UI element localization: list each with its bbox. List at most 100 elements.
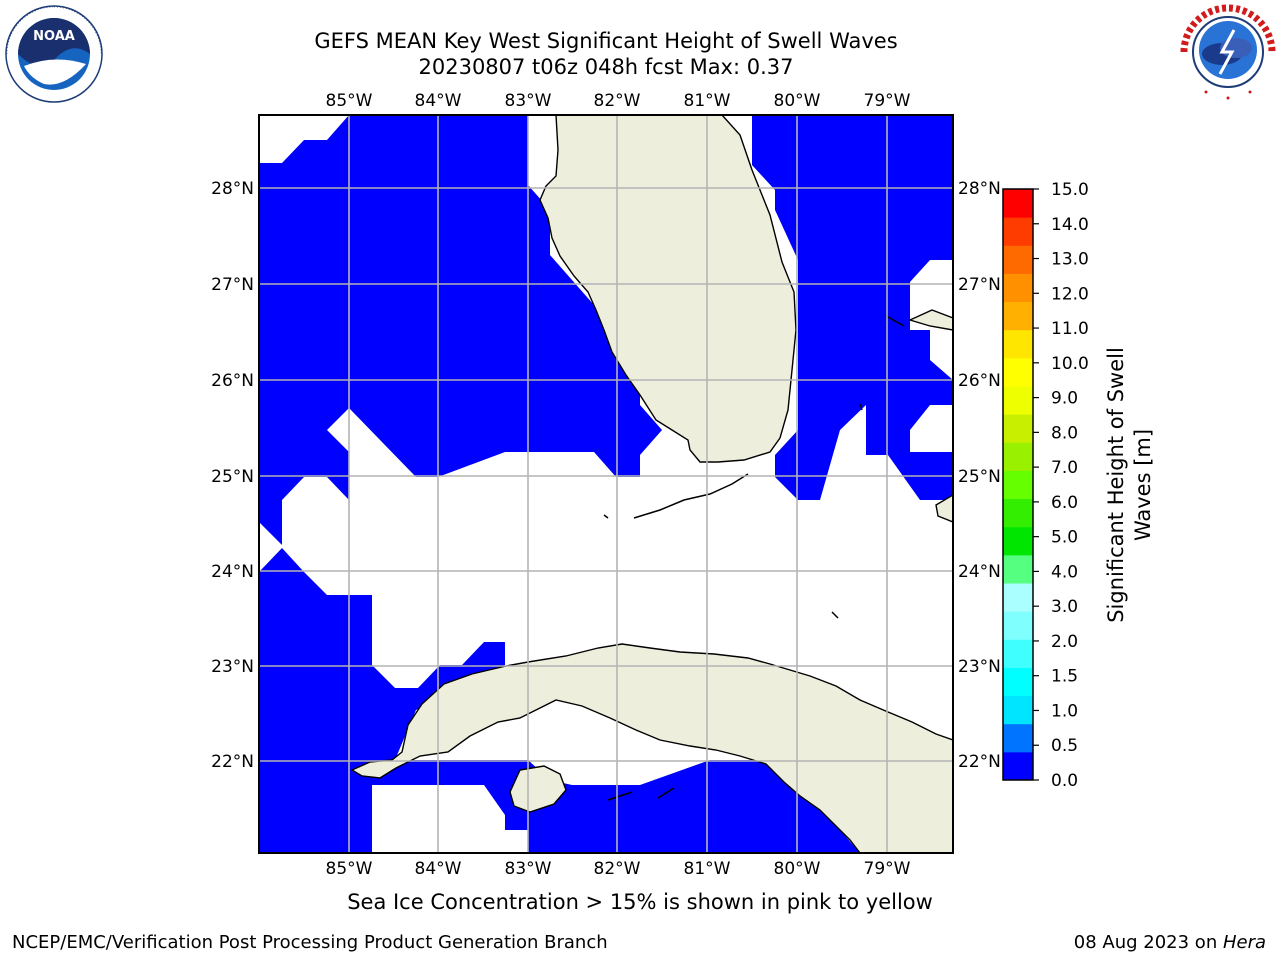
colorbar-tick-label: 13.0 — [1051, 250, 1089, 270]
chart-title: GEFS MEAN Key West Significant Height of… — [314, 29, 898, 53]
colorbar-swatch — [1003, 357, 1033, 387]
colorbar-tick-label: 0.5 — [1051, 736, 1078, 756]
colorbar-label-line1: Significant Height of Swell — [1104, 347, 1128, 623]
lat-label: 26°N — [211, 371, 254, 391]
colorbar-swatch — [1003, 667, 1033, 697]
lat-label: 25°N — [211, 467, 254, 487]
lon-labels-bottom: 85°W 84°W 83°W 82°W 81°W 80°W 79°W — [326, 859, 911, 879]
colorbar-swatch — [1003, 414, 1033, 443]
lon-label: 85°W — [326, 859, 373, 879]
lon-label: 79°W — [864, 859, 911, 879]
footer-date: 08 Aug 2023 on Hera — [1074, 932, 1266, 953]
footer-date-text: 08 Aug 2023 on — [1073, 932, 1223, 953]
lat-label: 22°N — [958, 752, 1001, 772]
lon-label: 80°W — [774, 91, 821, 111]
swell-region-gulf — [259, 115, 662, 545]
lon-label: 84°W — [415, 91, 462, 111]
colorbar-swatch — [1003, 583, 1033, 612]
colorbar-tick-label: 14.0 — [1051, 215, 1089, 235]
grand-bahama — [908, 309, 953, 331]
cuba — [350, 643, 953, 853]
footer-host: Hera — [1222, 932, 1266, 953]
lat-label: 23°N — [958, 657, 1001, 677]
graticule — [259, 115, 953, 853]
colorbar-swatch — [1003, 498, 1033, 528]
colorbar-swatch — [1003, 442, 1033, 471]
colorbar-swatch — [1003, 301, 1033, 331]
colorbar-swatch — [1003, 189, 1033, 218]
colorbar-swatch — [1003, 723, 1033, 753]
colorbar-swatch — [1003, 217, 1033, 246]
lat-label: 24°N — [958, 562, 1001, 582]
colorbar-swatch — [1003, 554, 1033, 584]
swell-region-south-gulf — [259, 548, 505, 853]
lat-label: 23°N — [211, 657, 254, 677]
swell-field — [259, 115, 953, 853]
colorbar-tick-label: 9.0 — [1051, 389, 1078, 409]
lon-label: 84°W — [415, 859, 462, 879]
colorbar-tick-label: 7.0 — [1051, 458, 1078, 478]
noaa-logo-text: NOAA — [33, 29, 75, 44]
colorbar-swatch — [1003, 639, 1033, 668]
colorbar-swatch — [1003, 470, 1033, 500]
colorbar-tick-label: 3.0 — [1051, 597, 1078, 617]
colorbar-swatch — [1003, 329, 1033, 359]
lon-label: 81°W — [684, 91, 731, 111]
footer-branch: NCEP/EMC/Verification Post Processing Pr… — [12, 932, 608, 953]
colorbar-ticks: 0.0 0.5 1.0 1.5 2.0 3.0 4.0 5.0 6.0 7.0 8.0 9.0 10.0… — [1033, 180, 1089, 791]
lat-label: 28°N — [958, 179, 1001, 199]
map-plot-area — [259, 115, 953, 853]
colorbar-tick-label: 5.0 — [1051, 528, 1078, 548]
lon-label: 82°W — [594, 859, 641, 879]
lon-label: 82°W — [594, 91, 641, 111]
colorbar-tick-label: 2.0 — [1051, 632, 1078, 652]
lon-label: 79°W — [864, 91, 911, 111]
lon-label: 81°W — [684, 859, 731, 879]
colorbar — [1002, 188, 1034, 781]
colorbar-tick-label: 10.0 — [1051, 354, 1089, 374]
lat-label: 22°N — [211, 752, 254, 772]
colorbar-swatch — [1003, 273, 1033, 303]
bahamas-east — [935, 494, 953, 523]
noaa-logo: NOAA — [5, 5, 103, 103]
florida-keys — [603, 315, 905, 801]
colorbar-tick-label: 6.0 — [1051, 493, 1078, 513]
colorbar-tick-label: 11.0 — [1051, 319, 1089, 339]
colorbar-label-line2: Waves [m] — [1131, 429, 1155, 541]
lat-label: 27°N — [958, 275, 1001, 295]
colorbar-tick-label: 1.5 — [1051, 667, 1078, 687]
colorbar-swatch — [1003, 386, 1033, 415]
nws-logo — [1179, 3, 1277, 101]
colorbar-tick-label: 12.0 — [1051, 284, 1089, 304]
lon-label: 85°W — [326, 91, 373, 111]
swell-region-atlantic — [752, 115, 953, 500]
lat-label: 27°N — [211, 275, 254, 295]
landmass — [350, 115, 953, 853]
lat-label: 28°N — [211, 179, 254, 199]
swell-region-caribbean — [395, 760, 860, 853]
colorbar-tick-label: 1.0 — [1051, 701, 1078, 721]
isla-de-la-juventud — [509, 765, 567, 813]
colorbar-tick-label: 15.0 — [1051, 180, 1089, 200]
colorbar-swatch — [1003, 526, 1033, 556]
chart-subtitle: 20230807 t06z 048h fcst Max: 0.37 — [418, 55, 794, 79]
florida-peninsula — [539, 115, 797, 463]
lat-labels-left: 28°N 27°N 26°N 25°N 24°N 23°N 22°N — [211, 179, 254, 772]
lon-label: 83°W — [505, 859, 552, 879]
lon-label: 80°W — [774, 859, 821, 879]
sea-ice-note: Sea Ice Concentration > 15% is shown in … — [347, 890, 933, 914]
colorbar-swatch — [1003, 245, 1033, 274]
colorbar-tick-label: 0.0 — [1051, 771, 1078, 791]
lat-labels-right: 28°N 27°N 26°N 25°N 24°N 23°N 22°N — [958, 179, 1001, 772]
colorbar-tick-label: 8.0 — [1051, 423, 1078, 443]
colorbar-swatch — [1003, 695, 1033, 725]
lon-labels-top: 85°W 84°W 83°W 82°W 81°W 80°W 79°W — [326, 91, 911, 111]
lat-label: 26°N — [958, 371, 1001, 391]
map-frame — [258, 114, 954, 854]
lon-label: 83°W — [505, 91, 552, 111]
lat-label: 25°N — [958, 467, 1001, 487]
colorbar-swatch — [1003, 751, 1033, 781]
colorbar-frame — [1002, 188, 1034, 781]
colorbar-tick-label: 4.0 — [1051, 562, 1078, 582]
